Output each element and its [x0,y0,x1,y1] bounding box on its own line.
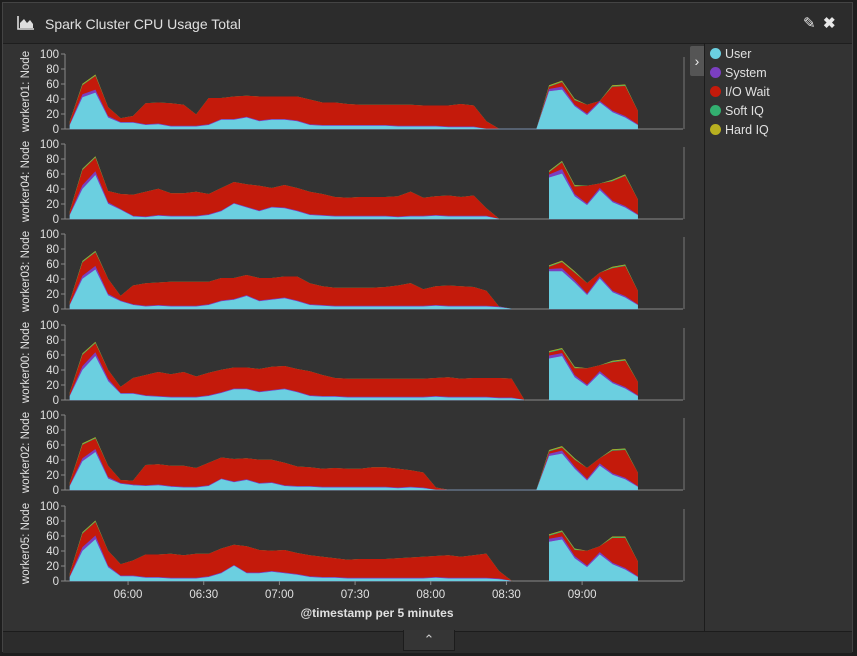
area-chart-icon [17,16,34,30]
y-tick-label: 100 [40,410,59,422]
y-tick-label: 100 [40,501,59,513]
y-tick-label: 0 [53,124,59,136]
panel-ylabel: worker05: Node [20,503,32,585]
x-tick-label: 09:00 [568,589,597,601]
y-tick-label: 60 [46,531,59,543]
area-iowait [69,522,513,582]
panel-ylabel: worker03: Node [20,231,32,313]
legend-item-hardiq[interactable]: Hard IQ [710,123,769,137]
y-tick-label: 40 [46,546,59,558]
y-tick-label: 80 [46,516,59,528]
panel-header: Spark Cluster CPU Usage Total ✎ ✖ [3,3,852,44]
legend: User System I/O Wait Soft IQ Hard IQ [704,43,853,632]
y-tick-label: 60 [46,350,59,362]
area-user [69,174,499,220]
area-iowait [69,343,525,401]
pencil-icon[interactable]: ✎ [803,15,816,32]
y-tick-label: 100 [40,139,59,151]
y-tick-label: 20 [46,199,59,211]
x-tick-label: 06:00 [114,589,143,601]
y-tick-label: 20 [46,470,59,482]
y-tick-label: 20 [46,109,59,121]
x-tick-label: 08:30 [492,589,521,601]
area-iowait [69,438,638,491]
y-tick-label: 80 [46,64,59,76]
legend-dot [710,86,721,97]
y-tick-label: 80 [46,154,59,166]
close-icon[interactable]: ✖ [823,15,836,32]
y-tick-label: 40 [46,455,59,467]
legend-collapse-chevron-icon[interactable]: › [690,46,704,76]
legend-item-iowait[interactable]: I/O Wait [710,85,770,99]
panel-ylabel: worker00: Node [20,322,32,404]
x-tick-label: 07:00 [265,589,294,601]
y-tick-label: 0 [53,485,59,497]
area-user [69,89,638,130]
y-tick-label: 0 [53,395,59,407]
area-user [549,271,638,310]
y-tick-label: 60 [46,259,59,271]
y-tick-label: 80 [46,244,59,256]
area-user [549,173,638,220]
expand-chevron-icon[interactable]: ⌃ [403,630,455,651]
area-iowait [69,252,512,310]
y-tick-label: 20 [46,380,59,392]
y-tick-label: 40 [46,184,59,196]
legend-dot [710,124,721,135]
y-tick-label: 60 [46,169,59,181]
x-tick-label: 07:30 [341,589,370,601]
panel-footer: ⌃ [3,630,852,653]
y-tick-label: 40 [46,274,59,286]
area-user [549,539,638,582]
y-tick-label: 20 [46,289,59,301]
x-axis-label: @timestamp per 5 minutes [300,606,453,620]
y-tick-label: 40 [46,94,59,106]
y-tick-label: 100 [40,320,59,332]
y-tick-label: 100 [40,229,59,241]
y-tick-label: 40 [46,365,59,377]
x-tick-label: 06:30 [189,589,218,601]
y-tick-label: 100 [40,49,59,61]
y-tick-label: 20 [46,561,59,573]
legend-dot [710,67,721,78]
area-user [69,355,525,401]
y-tick-label: 0 [53,304,59,316]
chart-area: 0 20 40 60 80 100 worker01: Node 0 20 40 60 80 100 wo… [20,49,685,620]
legend-item-softiq[interactable]: Soft IQ [710,104,764,118]
y-tick-label: 60 [46,440,59,452]
area-user [69,452,638,491]
area-user [549,356,638,401]
legend-item-system[interactable]: System [710,66,767,80]
area-user [69,269,512,310]
panel-ylabel: worker02: Node [20,412,32,494]
y-tick-label: 80 [46,425,59,437]
area-iowait [69,76,638,130]
y-tick-label: 0 [53,576,59,588]
panel-title: Spark Cluster CPU Usage Total [45,16,241,32]
y-tick-label: 80 [46,335,59,347]
y-tick-label: 0 [53,214,59,226]
legend-item-user[interactable]: User [710,47,751,61]
panel-ylabel: worker01: Node [20,51,32,133]
legend-dot [710,105,721,116]
legend-dot [710,48,721,59]
panel-ylabel: worker04: Node [20,141,32,223]
area-iowait [69,157,500,220]
y-tick-label: 60 [46,79,59,91]
area-user [69,539,512,582]
x-tick-label: 08:00 [416,589,445,601]
